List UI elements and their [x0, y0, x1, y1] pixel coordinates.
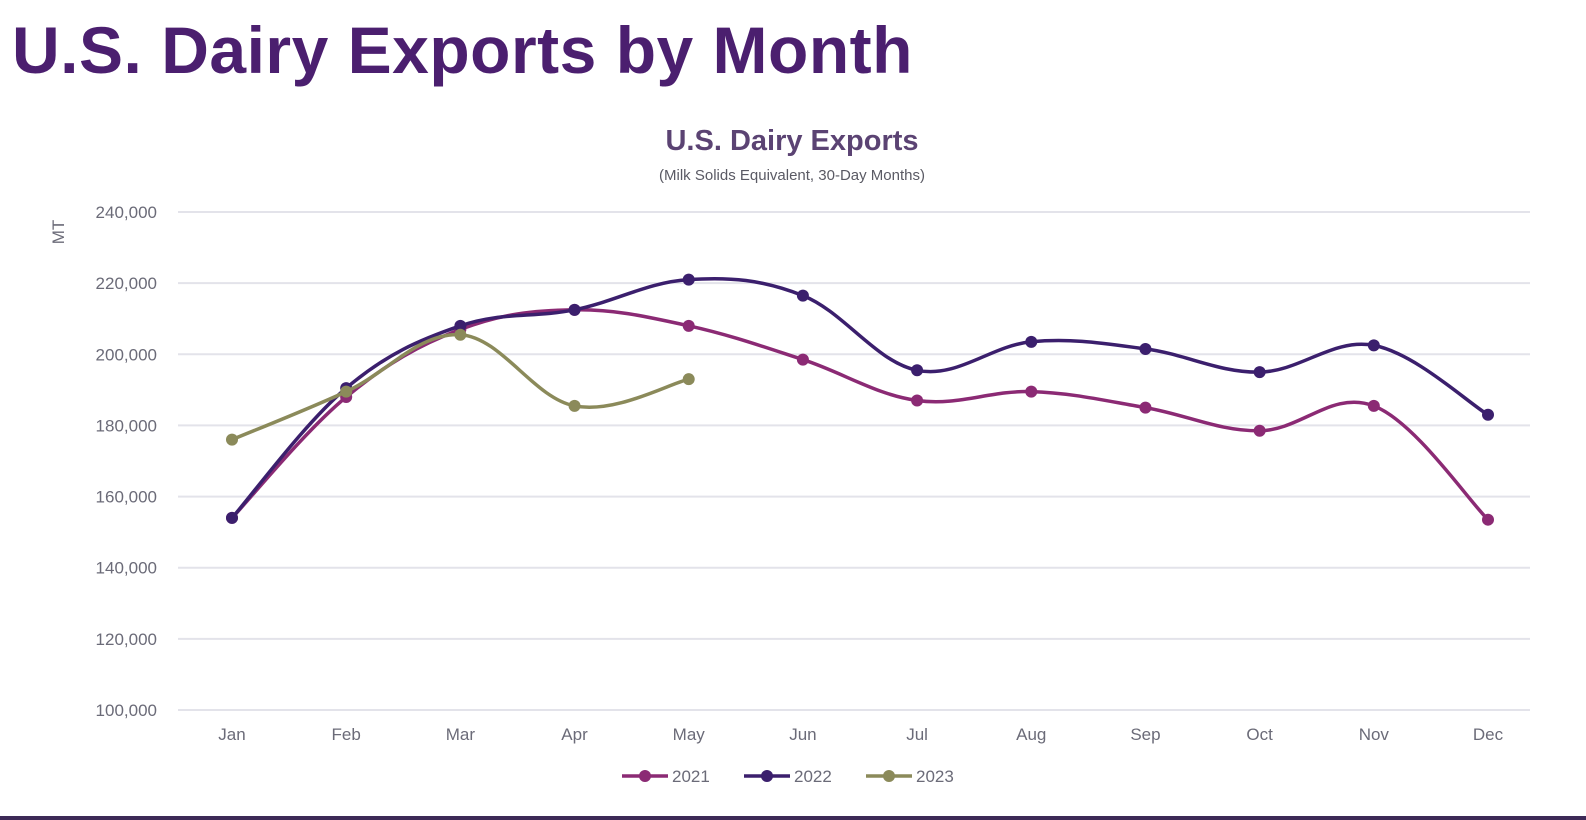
- data-point-2022: [1139, 342, 1152, 355]
- legend: 2021 2022 2023: [622, 767, 954, 786]
- data-point-2022: [1253, 366, 1266, 379]
- x-tick-label: Apr: [561, 725, 588, 744]
- data-point-2022: [226, 511, 238, 524]
- data-point-2023: [682, 373, 695, 386]
- data-point-2021: [1253, 424, 1266, 437]
- data-point-2021: [1367, 399, 1380, 412]
- data-point-2022: [1482, 408, 1494, 421]
- series-line-2023: [230, 332, 691, 442]
- y-tick-label: 200,000: [96, 345, 157, 364]
- x-tick-label: Aug: [1016, 725, 1046, 744]
- bottom-divider: [0, 816, 1586, 820]
- x-tick-label: Jan: [218, 725, 245, 744]
- x-axis-ticks: Jan Feb Mar Apr May Jun Jul Aug Sep Oct Nov Dec: [218, 725, 1503, 744]
- x-tick-label: Nov: [1359, 725, 1390, 744]
- data-point-2021: [796, 353, 809, 366]
- data-point-2021: [1482, 513, 1494, 526]
- data-point-2022: [568, 303, 581, 316]
- legend-swatch-dot: [761, 770, 773, 782]
- legend-label: 2022: [794, 767, 832, 786]
- data-point-2023: [568, 399, 581, 412]
- page-title: U.S. Dairy Exports by Month: [12, 13, 913, 87]
- data-point-2022: [796, 289, 809, 302]
- data-point-2022: [454, 319, 467, 332]
- series-lines: [226, 273, 1494, 526]
- y-tick-label: 180,000: [96, 416, 157, 435]
- data-point-2021: [1139, 401, 1152, 414]
- x-tick-label: May: [673, 725, 706, 744]
- data-point-2021: [682, 319, 695, 332]
- legend-swatch-dot: [639, 770, 651, 782]
- series-line-2022: [230, 276, 1490, 520]
- x-tick-label: Oct: [1246, 725, 1273, 744]
- data-point-2023: [226, 433, 238, 446]
- data-point-2022: [1025, 335, 1038, 348]
- y-tick-label: 140,000: [96, 559, 157, 578]
- y-axis-label: MT: [49, 220, 68, 245]
- data-point-2022: [682, 273, 695, 286]
- legend-label: 2023: [916, 767, 954, 786]
- legend-label: 2021: [672, 767, 710, 786]
- data-point-2022: [911, 364, 924, 377]
- series-2023: [226, 328, 695, 446]
- grid-lines: [178, 211, 1530, 711]
- y-tick-label: 240,000: [96, 203, 157, 222]
- x-tick-label: Sep: [1130, 725, 1160, 744]
- data-point-2022: [1367, 339, 1380, 352]
- x-tick-label: Mar: [446, 725, 476, 744]
- y-tick-label: 100,000: [96, 701, 157, 720]
- y-axis-ticks: 100,000 120,000 140,000 160,000 180,000 200,0…: [96, 203, 157, 720]
- series-2022: [226, 273, 1494, 524]
- x-tick-label: Feb: [332, 725, 361, 744]
- y-tick-label: 160,000: [96, 488, 157, 507]
- data-point-2021: [1025, 385, 1038, 398]
- legend-item-2022: 2022: [744, 767, 832, 786]
- data-point-2023: [340, 385, 353, 398]
- series-line-2021: [230, 308, 1490, 522]
- data-point-2023: [454, 328, 467, 341]
- legend-item-2021: 2021: [622, 767, 710, 786]
- chart-title: U.S. Dairy Exports: [665, 125, 918, 157]
- chart-subtitle: (Milk Solids Equivalent, 30-Day Months): [659, 167, 925, 184]
- y-tick-label: 220,000: [96, 274, 157, 293]
- legend-swatch-dot: [883, 770, 895, 782]
- x-tick-label: Dec: [1473, 725, 1504, 744]
- legend-item-2023: 2023: [866, 767, 954, 786]
- y-tick-label: 120,000: [96, 630, 157, 649]
- data-point-2021: [911, 394, 924, 407]
- x-tick-label: Jul: [906, 725, 928, 744]
- x-tick-label: Jun: [789, 725, 816, 744]
